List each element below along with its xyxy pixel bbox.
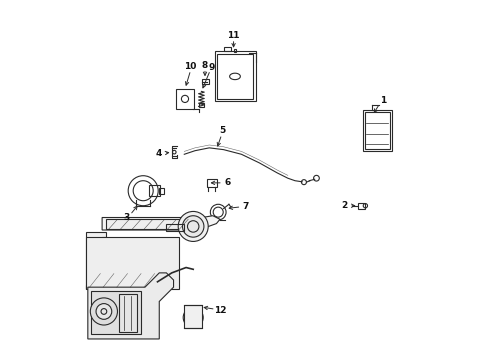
Bar — [207, 179, 217, 187]
Text: 6: 6 — [224, 178, 230, 187]
Text: 1: 1 — [380, 96, 387, 105]
Text: 4: 4 — [155, 149, 162, 158]
Bar — [184, 305, 202, 328]
Text: 7: 7 — [243, 202, 249, 211]
Text: 10: 10 — [185, 62, 197, 71]
Bar — [86, 237, 179, 289]
Text: 9: 9 — [209, 63, 215, 72]
Polygon shape — [86, 232, 106, 289]
Circle shape — [182, 216, 204, 237]
Bar — [149, 185, 160, 196]
Bar — [215, 51, 256, 102]
Text: 3: 3 — [123, 213, 129, 222]
Text: 12: 12 — [215, 306, 227, 315]
Polygon shape — [102, 216, 220, 230]
Bar — [198, 103, 204, 107]
Circle shape — [183, 307, 203, 328]
Bar — [363, 111, 392, 152]
Polygon shape — [88, 273, 173, 339]
Bar — [91, 292, 141, 334]
Bar — [365, 112, 390, 149]
Bar — [119, 294, 137, 332]
Circle shape — [178, 211, 208, 242]
Bar — [176, 89, 194, 109]
Text: 11: 11 — [227, 31, 240, 40]
Bar — [202, 79, 209, 84]
Bar — [358, 203, 366, 208]
Bar — [159, 188, 164, 194]
Circle shape — [90, 298, 118, 325]
Bar — [223, 47, 231, 51]
Bar — [106, 219, 192, 229]
Text: 2: 2 — [341, 201, 347, 210]
Bar — [234, 49, 237, 52]
Bar — [167, 224, 184, 231]
Bar — [217, 54, 253, 99]
Circle shape — [96, 303, 112, 319]
Text: 5: 5 — [220, 126, 226, 135]
Text: 8: 8 — [202, 61, 208, 70]
